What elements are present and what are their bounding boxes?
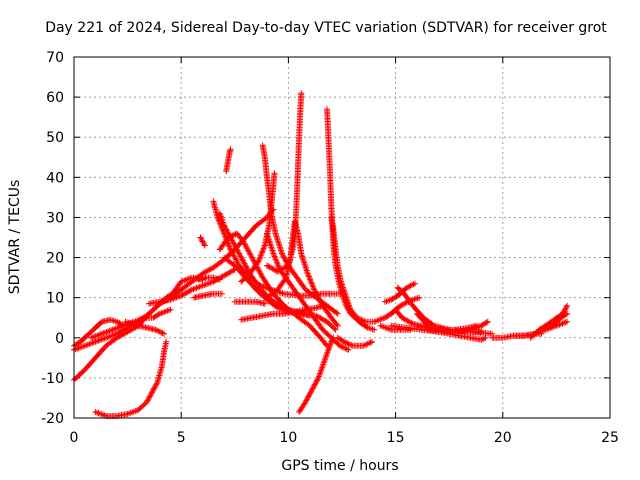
x-tick-label: 25 (601, 430, 619, 446)
data-markers (542, 310, 571, 331)
series-trace-16 (231, 298, 268, 307)
y-tick-label: 0 (55, 331, 64, 347)
series-trace-25 (328, 214, 388, 325)
data-markers (238, 302, 328, 323)
data-markers (92, 338, 170, 419)
series-trace-10 (197, 234, 208, 249)
series-trace-09 (195, 274, 223, 283)
data-markers (328, 214, 388, 325)
data-markers (88, 306, 174, 341)
series-trace-15 (223, 146, 234, 175)
series-trace-06 (92, 338, 170, 419)
y-axis-label: SDTVAR / TECUs (7, 180, 23, 295)
y-tick-label: 10 (46, 291, 64, 307)
data-markers (377, 322, 414, 333)
series-trace-04 (88, 306, 174, 341)
data-markers (231, 298, 268, 307)
x-tick-label: 5 (177, 430, 186, 446)
series-trace-08 (191, 290, 225, 301)
x-axis-label: GPS time / hours (281, 458, 398, 474)
data-markers (195, 274, 223, 283)
y-tick-label: 60 (46, 90, 64, 106)
data-markers (223, 146, 234, 175)
series-trace-27 (377, 322, 414, 333)
y-tick-label: -10 (41, 371, 64, 387)
x-tick-label: 10 (279, 430, 297, 446)
data-markers (296, 334, 337, 415)
data-markers (334, 334, 375, 349)
series-trace-22 (238, 302, 328, 323)
series-trace-23 (296, 334, 337, 415)
grid-lines (74, 57, 610, 418)
series-trace-34 (424, 318, 491, 335)
chart-title: Day 221 of 2024, Sidereal Day-to-day VTE… (45, 20, 607, 36)
y-tick-label: 30 (46, 210, 64, 226)
series-trace-05 (122, 318, 167, 337)
plot-frame (73, 56, 611, 419)
x-tick-label: 20 (494, 430, 512, 446)
y-tick-label: 40 (46, 170, 64, 186)
series-trace-26 (334, 334, 375, 349)
data-points (71, 90, 571, 419)
y-tick-label: 70 (46, 50, 64, 66)
axis-ticks: 0 5 10 15 20 25 -20 -10 0 10 20 30 40 50 60 70 (41, 50, 619, 446)
data-markers (122, 318, 167, 337)
data-markers (197, 234, 208, 249)
y-tick-label: -20 (41, 411, 64, 427)
series-trace-38 (542, 310, 571, 331)
data-markers (191, 290, 225, 301)
x-tick-label: 15 (387, 430, 405, 446)
y-tick-label: 20 (46, 251, 64, 267)
data-markers (424, 318, 491, 335)
x-tick-label: 0 (70, 430, 79, 446)
y-tick-label: 50 (46, 130, 64, 146)
